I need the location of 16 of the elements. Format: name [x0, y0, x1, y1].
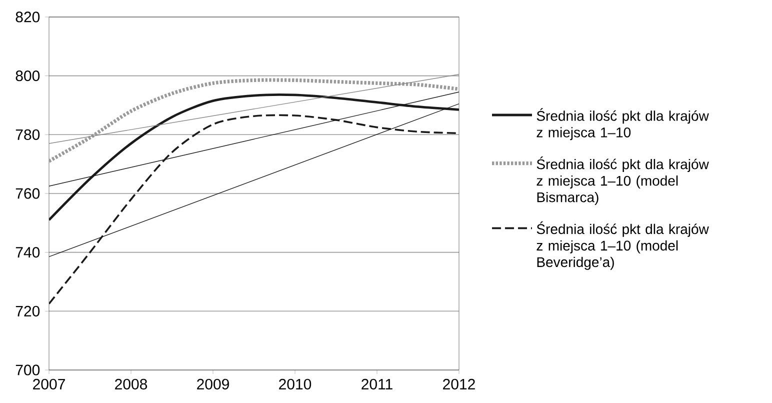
legend-label: Średnia ilość pkt dla krajów z miejsca 1–10 (model Beveridge’a) — [536, 221, 709, 270]
x-tick-label: 2009 — [197, 378, 229, 390]
x-tick-label: 2008 — [115, 378, 148, 390]
legend-label: Średnia ilość pkt dla krajów z miejsca 1–10 (model Bismarca) — [536, 156, 709, 206]
y-tick-label: 780 — [16, 129, 40, 140]
y-tick-label: 820 — [16, 12, 40, 22]
y-tick-label: 760 — [16, 188, 40, 199]
x-tick-label: 2011 — [362, 378, 392, 390]
legend-label: Średnia ilość pkt dla krajów z miejsca 1–10 — [536, 108, 709, 140]
y-tick-label: 740 — [16, 247, 40, 258]
x-tick-label: 2012 — [443, 378, 475, 390]
y-tick-label: 800 — [16, 70, 40, 82]
y-tick-label: 720 — [16, 306, 40, 316]
x-tick-label: 2010 — [279, 378, 312, 390]
y-tick-label: 700 — [16, 364, 40, 376]
x-tick-label: 2007 — [33, 378, 65, 390]
